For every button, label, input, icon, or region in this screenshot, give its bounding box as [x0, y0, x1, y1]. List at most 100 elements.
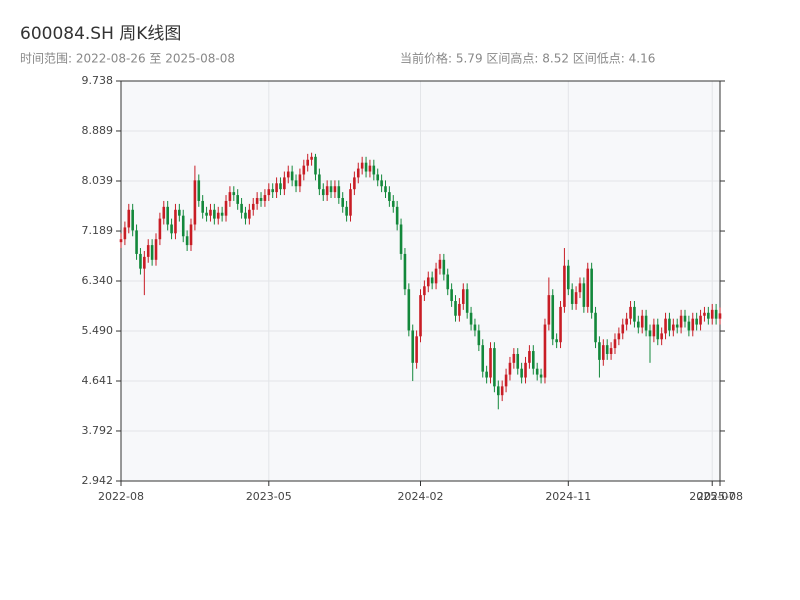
- candle-body: [640, 315, 644, 328]
- candle-body: [489, 348, 492, 378]
- y-tick-label: 7.189: [82, 224, 114, 237]
- candle-body: [434, 268, 438, 284]
- candle-body: [644, 315, 648, 331]
- candle-body: [660, 333, 663, 340]
- candle-body: [158, 218, 162, 240]
- candle-body: [664, 318, 667, 334]
- x-tick-label: 2025-08: [697, 490, 743, 503]
- candle-body: [718, 313, 722, 319]
- candle-body: [310, 156, 313, 160]
- candle-body: [399, 224, 403, 254]
- candle-body: [220, 212, 224, 216]
- candle-body: [477, 330, 481, 346]
- candle-body: [699, 315, 702, 325]
- candle-body: [578, 283, 582, 293]
- candle-body: [368, 165, 372, 172]
- x-tick-label: 2025-07: [689, 490, 735, 503]
- candle-body: [485, 371, 488, 378]
- candle-body: [551, 295, 555, 340]
- candle-body: [224, 200, 228, 216]
- x-tick-label: 2022-08: [98, 490, 144, 503]
- candle-body: [714, 309, 718, 319]
- candle-body: [123, 227, 127, 240]
- y-tick-label: 3.792: [82, 424, 114, 437]
- candle-body: [574, 292, 578, 304]
- candle-body: [524, 362, 527, 378]
- candle-body: [298, 174, 302, 187]
- candle-body: [166, 206, 169, 225]
- y-tick-label: 2.942: [82, 474, 114, 487]
- candle-body: [407, 289, 411, 331]
- y-tick-label: 6.340: [82, 274, 114, 287]
- candle-body: [279, 183, 282, 190]
- y-tick-label: 8.889: [82, 124, 114, 137]
- candle-body: [193, 180, 197, 225]
- candle-body: [504, 374, 508, 387]
- y-tick-label: 8.039: [82, 174, 114, 187]
- candle-body: [286, 171, 290, 178]
- candle-body: [263, 195, 267, 201]
- candle-body: [598, 342, 601, 360]
- candle-body: [119, 239, 123, 243]
- candle-body: [508, 362, 512, 375]
- candle-body: [531, 351, 535, 369]
- candle-body: [356, 168, 360, 178]
- candle-body: [563, 265, 566, 307]
- candle-body: [446, 274, 450, 290]
- candle-body: [500, 386, 504, 396]
- candle-body: [423, 286, 426, 296]
- candle-body: [656, 324, 660, 340]
- candle-body: [617, 333, 621, 340]
- candle-body: [321, 189, 325, 196]
- candle-body: [236, 195, 239, 204]
- chart-title: 600084.SH 周K线图: [20, 24, 181, 44]
- candle-body: [240, 203, 243, 213]
- candle-body: [329, 186, 333, 193]
- candle-body: [547, 295, 551, 325]
- candle-body: [586, 268, 590, 307]
- candle-body: [625, 318, 628, 325]
- candle-body: [438, 259, 442, 269]
- candle-body: [251, 203, 255, 210]
- candle-body: [442, 259, 446, 275]
- candle-body: [283, 177, 286, 190]
- chart-subtitle: 时间范围: 2022-08-26 至 2025-08-08: [20, 52, 235, 66]
- candle-body: [143, 256, 146, 269]
- candle-body: [376, 174, 380, 181]
- candle-body: [707, 312, 710, 319]
- candle-body: [528, 351, 531, 363]
- candle-body: [675, 324, 679, 328]
- candle-body: [228, 192, 232, 201]
- candle-body: [131, 209, 134, 231]
- candle-body: [318, 174, 321, 190]
- candle-body: [181, 215, 185, 237]
- candle-body: [271, 189, 274, 193]
- candle-body: [388, 192, 391, 201]
- candle-body: [602, 345, 605, 360]
- candle-body: [294, 180, 298, 187]
- candle-body: [197, 180, 201, 201]
- candle-body: [135, 230, 138, 254]
- candle-body: [605, 345, 609, 354]
- price-summary: 当前价格: 5.79 区间高点: 8.52 区间低点: 4.16: [400, 51, 655, 66]
- candle-body: [411, 330, 415, 363]
- candle-body: [672, 324, 675, 331]
- candle-body: [430, 277, 434, 284]
- candle-body: [679, 315, 683, 328]
- candle-body: [426, 277, 430, 287]
- candle-body: [364, 162, 368, 172]
- candle-body: [244, 212, 247, 219]
- candle-body: [372, 165, 376, 175]
- candle-body: [567, 265, 570, 290]
- candle-body: [146, 245, 150, 257]
- candle-body: [314, 156, 317, 175]
- candle-body: [559, 306, 562, 343]
- candle-body: [570, 289, 574, 304]
- y-tick-label: 9.738: [82, 74, 114, 87]
- candle-body: [232, 192, 236, 196]
- candle-body: [391, 200, 395, 207]
- candle-body: [201, 200, 204, 213]
- candle-body: [520, 368, 523, 378]
- candle-body: [306, 159, 310, 166]
